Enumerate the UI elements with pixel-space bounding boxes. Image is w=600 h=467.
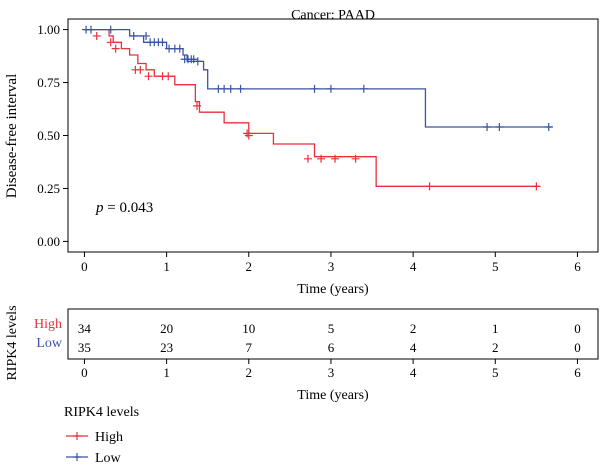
low-censor-mark bbox=[193, 57, 202, 66]
y-tick-label: 0.75 bbox=[37, 75, 60, 90]
risk-count: 5 bbox=[328, 321, 335, 336]
risk-count: 7 bbox=[246, 340, 253, 355]
high-censor-mark bbox=[92, 31, 101, 40]
risk-table-x-label: Time (years) bbox=[297, 388, 369, 403]
legend-censor-high bbox=[73, 432, 81, 440]
high-censor-mark bbox=[136, 65, 145, 74]
risk-count: 35 bbox=[78, 340, 91, 355]
high-censor-mark bbox=[303, 154, 312, 163]
risk-count: 23 bbox=[160, 340, 173, 355]
x-tick-label: 6 bbox=[574, 259, 581, 274]
low-censor-mark bbox=[495, 123, 504, 132]
x-tick-label: 4 bbox=[410, 259, 417, 274]
main-axes-ticks: 0 1 2 3 4 5 6 0.00 0.25 0.50 0.75 1.00 bbox=[37, 22, 581, 274]
legend-label-low: Low bbox=[95, 451, 122, 466]
low-censor-mark bbox=[483, 123, 492, 132]
legend-label-high: High bbox=[95, 430, 123, 445]
plot-frame bbox=[67, 18, 599, 253]
x-axis-label: Time (years) bbox=[297, 282, 369, 297]
legend-title: RIPK4 levels bbox=[64, 405, 139, 420]
high-censor-mark bbox=[106, 38, 115, 47]
y-tick-label: 0.00 bbox=[37, 234, 60, 249]
low-censor-mark bbox=[544, 123, 553, 132]
high-censor-mark bbox=[351, 154, 360, 163]
risk-table-frame bbox=[67, 308, 599, 360]
high-censor-mark bbox=[164, 72, 173, 81]
p-symbol: p bbox=[95, 200, 104, 216]
p-value-annotation: p = 0.043 bbox=[95, 200, 153, 216]
legend: High Low bbox=[66, 430, 123, 466]
low-censor-mark bbox=[359, 84, 368, 93]
low-censor-mark bbox=[129, 31, 138, 40]
risk-x-tick-label: 2 bbox=[246, 365, 253, 380]
risk-x-tick-label: 1 bbox=[163, 365, 170, 380]
chart-title: Cancer: PAAD bbox=[291, 8, 375, 23]
risk-count: 2 bbox=[410, 321, 417, 336]
p-value-text: = 0.043 bbox=[104, 200, 154, 216]
high-censor-mark bbox=[317, 154, 326, 163]
legend-censor-low bbox=[73, 453, 81, 461]
risk-group-label-high: High bbox=[34, 317, 62, 332]
x-tick-label: 3 bbox=[328, 259, 335, 274]
y-tick-label: 1.00 bbox=[37, 22, 60, 37]
high-censor-mark bbox=[425, 182, 434, 191]
risk-count: 2 bbox=[492, 340, 499, 355]
y-axis-label: Disease-free interval bbox=[4, 74, 20, 199]
high-censor-mark bbox=[111, 44, 120, 53]
high-survival-line bbox=[84, 28, 541, 187]
survival-curves bbox=[82, 25, 553, 191]
risk-count: 6 bbox=[328, 340, 335, 355]
low-censor-mark bbox=[142, 31, 151, 40]
low-censor-mark bbox=[106, 25, 115, 34]
risk-count: 0 bbox=[574, 321, 581, 336]
y-tick-label: 0.50 bbox=[37, 128, 60, 143]
risk-x-tick-label: 4 bbox=[410, 365, 417, 380]
risk-count: 20 bbox=[160, 321, 173, 336]
low-censor-mark bbox=[158, 38, 167, 47]
high-censor-mark bbox=[331, 154, 340, 163]
x-tick-label: 5 bbox=[492, 259, 499, 274]
x-tick-label: 1 bbox=[163, 259, 170, 274]
high-censor-mark bbox=[532, 182, 541, 191]
risk-table-y-label: RIPK4 levels bbox=[5, 305, 20, 380]
low-censor-mark bbox=[326, 84, 335, 93]
high-censor-mark bbox=[243, 129, 252, 138]
low-censor-mark bbox=[189, 55, 198, 64]
low-censor-mark bbox=[236, 84, 245, 93]
low-censor-mark bbox=[87, 25, 96, 34]
low-censor-mark bbox=[175, 44, 184, 53]
x-tick-label: 0 bbox=[81, 259, 88, 274]
high-censor-mark bbox=[144, 72, 153, 81]
risk-x-tick-label: 6 bbox=[574, 365, 581, 380]
low-censor-mark bbox=[226, 84, 235, 93]
y-tick-label: 0.25 bbox=[37, 181, 60, 196]
risk-count: 34 bbox=[78, 321, 92, 336]
risk-count: 1 bbox=[492, 321, 499, 336]
risk-x-tick-label: 5 bbox=[492, 365, 499, 380]
risk-count: 10 bbox=[242, 321, 255, 336]
risk-count: 0 bbox=[574, 340, 581, 355]
low-censor-mark bbox=[310, 84, 319, 93]
risk-x-tick-label: 0 bbox=[81, 365, 88, 380]
risk-x-tick-label: 3 bbox=[328, 365, 335, 380]
risk-group-label-low: Low bbox=[36, 336, 63, 351]
high-censor-mark bbox=[244, 131, 253, 140]
x-tick-label: 2 bbox=[246, 259, 253, 274]
risk-count: 4 bbox=[410, 340, 417, 355]
high-censor-mark bbox=[193, 101, 202, 110]
